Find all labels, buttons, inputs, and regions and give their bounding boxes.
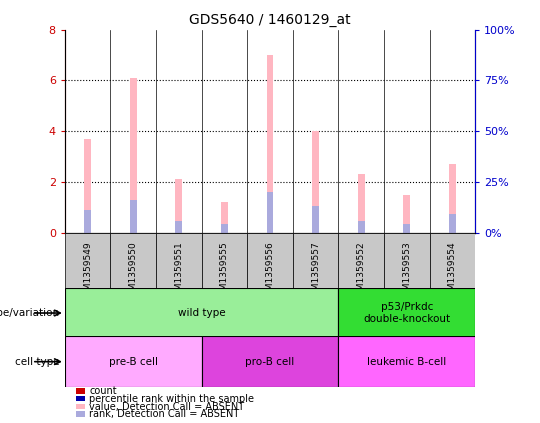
Text: GSM1359556: GSM1359556 [266, 241, 274, 302]
Bar [312, 131, 319, 233]
Text: rank, Detection Call = ABSENT: rank, Detection Call = ABSENT [89, 409, 239, 419]
Bar [403, 195, 410, 233]
Text: count: count [89, 386, 117, 396]
Bar [339, 233, 384, 290]
Text: pro-B cell: pro-B cell [245, 357, 295, 367]
Text: GSM1359554: GSM1359554 [448, 241, 457, 302]
Text: percentile rank within the sample: percentile rank within the sample [89, 394, 254, 404]
Text: wild type: wild type [178, 308, 225, 318]
Text: GSM1359552: GSM1359552 [357, 241, 366, 302]
Text: cell type: cell type [15, 357, 59, 367]
Text: GSM1359549: GSM1359549 [83, 241, 92, 302]
Bar [84, 210, 91, 233]
Bar [247, 233, 293, 290]
Bar [176, 179, 182, 233]
Bar [293, 233, 339, 290]
Text: GSM1359555: GSM1359555 [220, 241, 229, 302]
Bar [339, 336, 475, 387]
Bar [221, 224, 228, 233]
Bar [449, 164, 456, 233]
Bar [358, 174, 365, 233]
Bar [65, 336, 201, 387]
Bar [384, 233, 430, 290]
Text: GSM1359551: GSM1359551 [174, 241, 183, 302]
Bar [201, 233, 247, 290]
Bar [449, 214, 456, 233]
Bar [339, 288, 475, 338]
Text: GSM1359550: GSM1359550 [129, 241, 138, 302]
Bar [201, 336, 339, 387]
Bar [312, 206, 319, 233]
Bar [267, 192, 273, 233]
Bar [65, 288, 339, 338]
Bar [130, 78, 137, 233]
Bar [156, 233, 201, 290]
Text: leukemic B-cell: leukemic B-cell [367, 357, 447, 367]
Bar [267, 55, 273, 233]
Bar [130, 200, 137, 233]
Bar [403, 224, 410, 233]
Bar [110, 233, 156, 290]
Bar [65, 233, 110, 290]
Title: GDS5640 / 1460129_at: GDS5640 / 1460129_at [189, 13, 351, 27]
Text: GSM1359557: GSM1359557 [311, 241, 320, 302]
Text: p53/Prkdc
double-knockout: p53/Prkdc double-knockout [363, 302, 450, 324]
Bar [176, 221, 182, 233]
Bar [358, 221, 365, 233]
Bar [221, 202, 228, 233]
Text: value, Detection Call = ABSENT: value, Detection Call = ABSENT [89, 401, 244, 412]
Text: GSM1359553: GSM1359553 [402, 241, 411, 302]
Bar [430, 233, 475, 290]
Text: pre-B cell: pre-B cell [109, 357, 158, 367]
Bar [84, 139, 91, 233]
Text: genotype/variation: genotype/variation [0, 308, 59, 318]
